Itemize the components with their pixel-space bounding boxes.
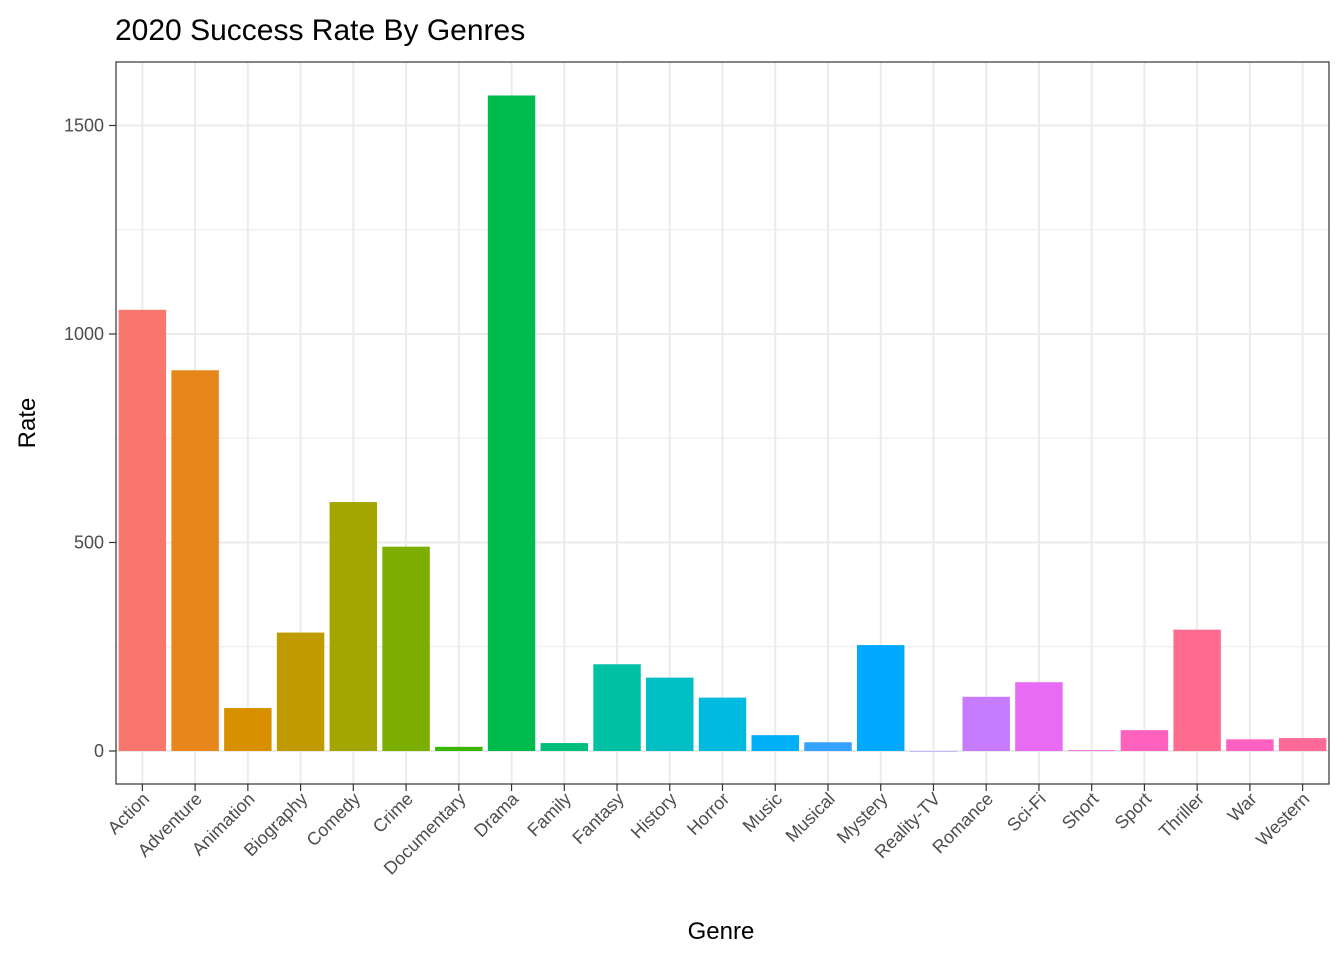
x-tick-label: Thriller	[1155, 789, 1208, 842]
bar-sport	[1120, 730, 1169, 751]
bar-reality-tv	[909, 751, 958, 752]
x-axis-title: Genre	[688, 918, 755, 945]
x-tick-label: Short	[1058, 789, 1103, 834]
y-tick-label: 1000	[64, 324, 104, 344]
x-tick-label: Musical	[782, 789, 839, 846]
x-tick-label: Family	[523, 789, 575, 841]
bar-fantasy	[593, 664, 641, 751]
grid-lines	[116, 62, 1329, 784]
bar-family	[540, 743, 589, 751]
x-tick-label: Comedy	[303, 789, 365, 851]
bar-comedy	[329, 502, 378, 751]
bar-war	[1226, 739, 1274, 751]
x-tick-label: History	[627, 789, 681, 843]
chart-title: 2020 Success Rate By Genres	[115, 14, 525, 47]
bar-musical	[804, 742, 852, 751]
y-tick-label: 1500	[64, 116, 104, 136]
x-tick-label: Western	[1252, 789, 1313, 850]
bar-thriller	[1173, 629, 1221, 751]
y-axis-title: Rate	[14, 398, 41, 449]
y-axis: 0 500 1000 1500	[64, 116, 116, 761]
x-tick-label: Fantasy	[568, 789, 627, 848]
bar-documentary	[435, 746, 483, 751]
x-tick-label: Action	[104, 789, 154, 839]
x-tick-label: Drama	[470, 788, 523, 841]
bar-drama	[487, 95, 536, 751]
bar-crime	[382, 546, 430, 751]
x-tick-label: Horror	[683, 789, 733, 839]
bar-western	[1278, 738, 1327, 751]
x-tick-label: Sport	[1111, 789, 1156, 834]
bar-short	[1067, 750, 1116, 751]
x-tick-label: Music	[739, 789, 786, 836]
bar-adventure	[171, 370, 219, 751]
bar-sci-fi	[1015, 682, 1063, 751]
y-tick-label: 500	[74, 533, 104, 553]
bar-action	[118, 309, 167, 751]
bars	[118, 95, 1327, 752]
bar-biography	[276, 632, 325, 751]
bar-animation	[224, 708, 272, 751]
x-tick-label: Sci-Fi	[1003, 789, 1050, 836]
x-tick-label: War	[1224, 789, 1261, 826]
bar-history	[646, 677, 694, 751]
bar-romance	[962, 696, 1010, 751]
y-tick-label: 0	[94, 741, 104, 761]
bar-music	[751, 735, 799, 751]
x-tick-label: Crime	[369, 789, 417, 837]
bar-horror	[698, 697, 747, 751]
bar-mystery	[856, 645, 905, 751]
